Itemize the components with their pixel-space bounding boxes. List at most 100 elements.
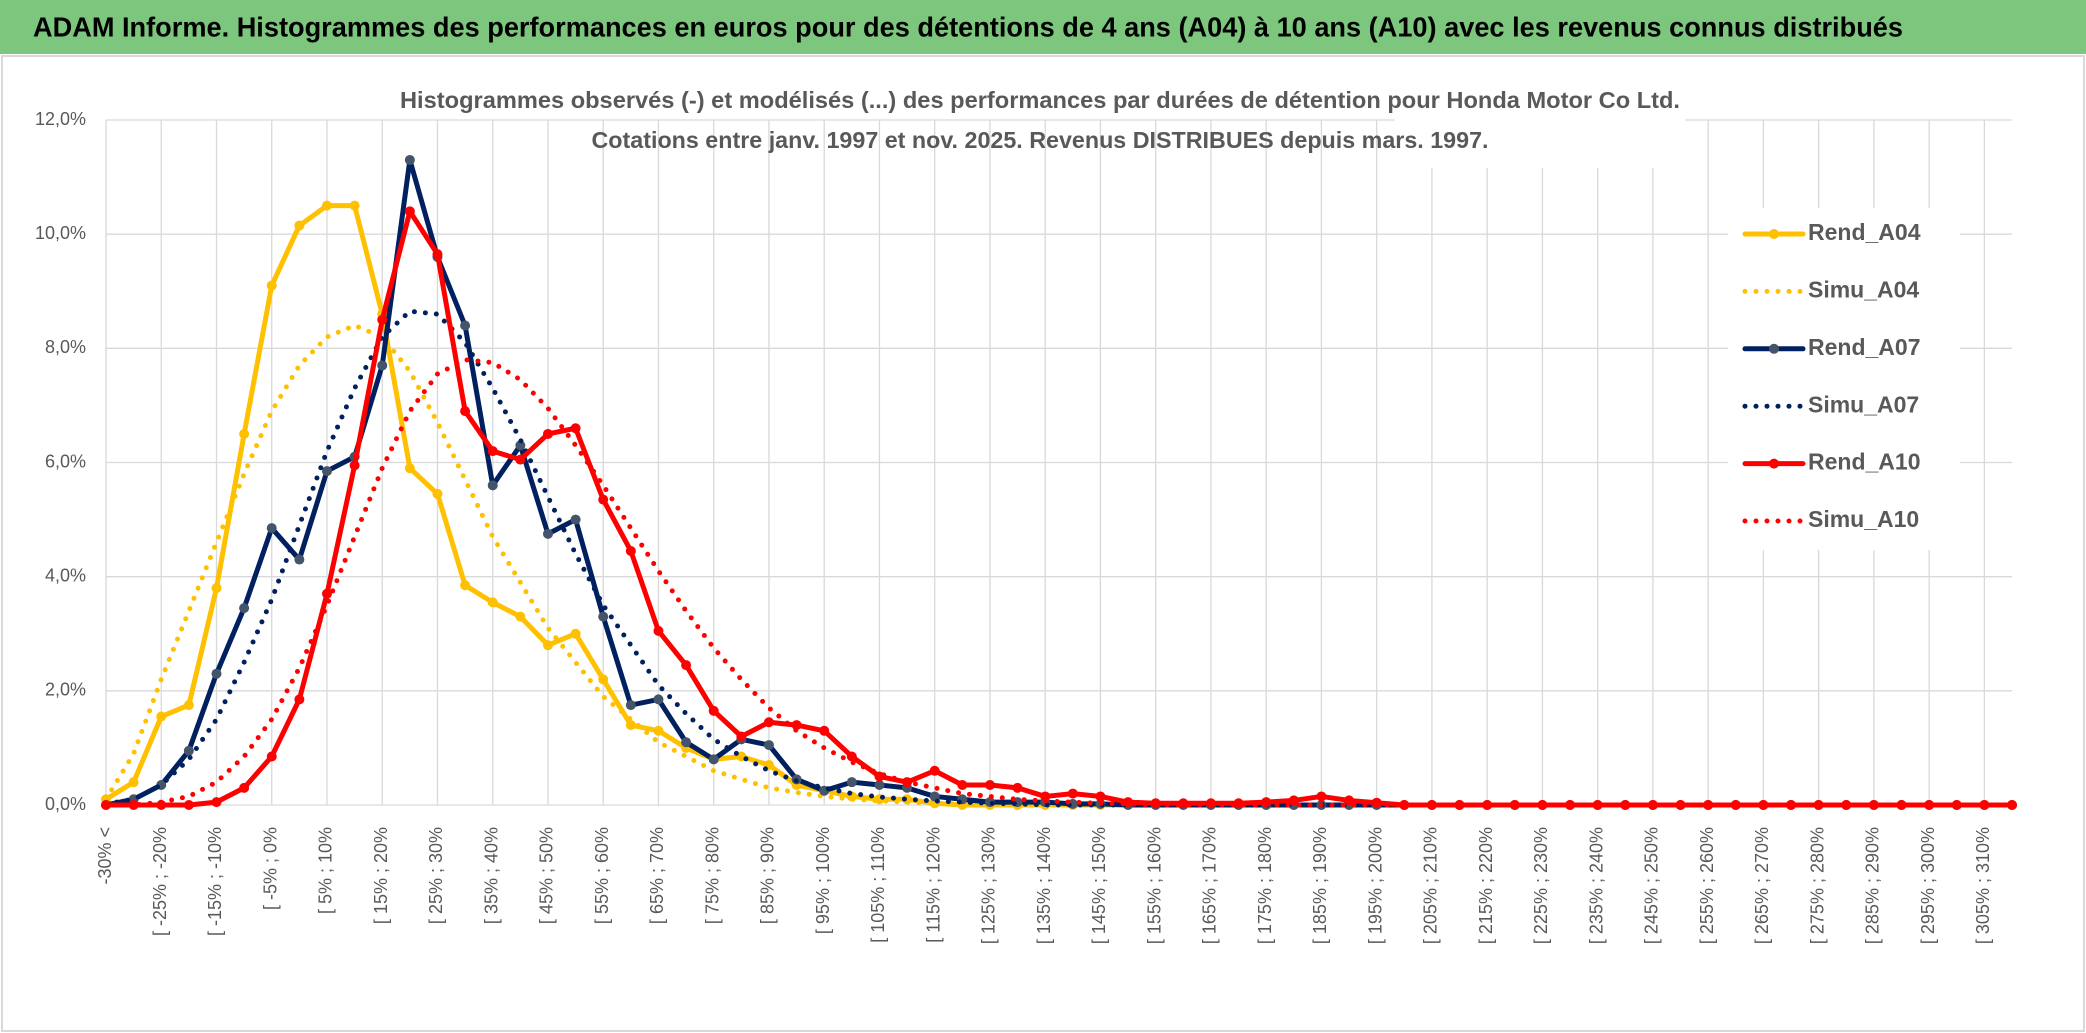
x-tick-label: [ 75% ; 80% — [702, 827, 722, 924]
data-point — [515, 454, 526, 465]
data-point — [1868, 800, 1879, 810]
data-point — [653, 694, 664, 705]
data-point — [984, 780, 995, 791]
data-point — [128, 800, 139, 810]
data-point — [570, 628, 581, 639]
legend-label: Simu_A07 — [1808, 391, 1919, 417]
chart-border — [1, 55, 2085, 1032]
x-tick-label: [ 235% ; 240% — [1586, 827, 1606, 944]
data-point — [1316, 791, 1327, 802]
data-point — [377, 314, 388, 325]
data-point — [708, 705, 719, 716]
x-tick-label: [ -25% ; -20% — [150, 827, 170, 936]
data-point — [598, 494, 609, 505]
legend-marker — [1769, 458, 1779, 469]
data-point — [570, 514, 581, 525]
x-tick-label: [ 255% ; 260% — [1697, 827, 1717, 944]
data-point — [349, 200, 360, 211]
x-tick-label: [ 245% ; 250% — [1642, 827, 1662, 944]
data-point — [846, 751, 857, 762]
legend-label: Simu_A04 — [1808, 276, 1919, 302]
data-point — [625, 700, 636, 711]
legend-label: Simu_A10 — [1808, 506, 1919, 532]
data-point — [708, 754, 719, 765]
data-point — [294, 694, 305, 705]
data-point — [598, 674, 609, 685]
data-point — [487, 597, 498, 608]
data-point — [819, 725, 830, 736]
y-tick-label: 2,0% — [45, 680, 86, 700]
header-bar — [0, 0, 2086, 54]
data-point — [404, 154, 415, 165]
data-point — [681, 660, 692, 671]
data-point — [653, 725, 664, 736]
data-point — [1012, 782, 1023, 793]
data-point — [1841, 800, 1852, 810]
data-point — [1675, 800, 1686, 810]
data-point — [542, 528, 553, 539]
data-point — [653, 625, 664, 636]
data-point — [432, 249, 443, 260]
data-point — [1509, 800, 1520, 810]
y-tick-label: 10,0% — [35, 223, 86, 243]
data-point — [1123, 797, 1134, 808]
legend-marker — [1769, 343, 1779, 354]
data-point — [1924, 800, 1935, 810]
data-point — [211, 668, 222, 679]
legend-label: Rend_A10 — [1808, 449, 1920, 475]
x-tick-label: -30% < — [95, 827, 115, 885]
series-line — [103, 323, 2015, 808]
data-point — [239, 603, 250, 614]
data-point — [791, 720, 802, 731]
data-point — [239, 782, 250, 793]
data-point — [763, 740, 774, 751]
x-tick-label: [ 55% ; 60% — [592, 827, 612, 924]
y-tick-label: 12,0% — [35, 109, 86, 129]
data-point — [1178, 798, 1189, 809]
x-tick-label: [ 225% ; 230% — [1531, 827, 1551, 944]
data-point — [598, 611, 609, 622]
data-point — [294, 554, 305, 565]
data-point — [432, 488, 443, 499]
data-point — [183, 745, 194, 756]
data-point — [736, 731, 747, 742]
x-tick-label: [ 155% ; 160% — [1144, 827, 1164, 944]
data-point — [487, 480, 498, 491]
legend-background — [1728, 208, 1960, 550]
x-tick-label: [ 275% ; 280% — [1807, 827, 1827, 944]
data-point — [1813, 800, 1824, 810]
plot-area: -30% < [ -25% ; -20% [ -15% ; -10% [ -5% ; … — [35, 109, 2017, 944]
series-line — [103, 357, 2015, 808]
data-point — [542, 428, 553, 439]
chart-subtitle: Cotations entre janv. 1997 et nov. 2025.… — [592, 127, 1489, 153]
data-point — [1979, 800, 1990, 810]
x-tick-label: [ 135% ; 140% — [1034, 827, 1054, 944]
data-point — [874, 780, 885, 791]
x-tick-label: [ 215% ; 220% — [1476, 827, 1496, 944]
legend: Rend_A04 Simu_A04 Rend_A07 Simu_A07 Rend_A10… — [1728, 208, 1960, 550]
x-tick-label: [ 165% ; 170% — [1200, 827, 1220, 944]
x-tick-label: [ 105% ; 110% — [868, 827, 888, 943]
y-tick-label: 4,0% — [45, 565, 86, 585]
data-point — [681, 737, 692, 748]
x-tick-label: [ 35% ; 40% — [481, 827, 501, 924]
data-point — [349, 460, 360, 471]
data-point — [763, 717, 774, 728]
x-tick-label: [ 15% ; 20% — [371, 827, 391, 924]
x-tick-label: [ 85% ; 90% — [758, 827, 778, 924]
x-tick-label: [ 145% ; 150% — [1089, 827, 1109, 944]
data-point — [1399, 800, 1410, 810]
y-tick-label: 0,0% — [45, 794, 86, 814]
data-point — [1288, 795, 1299, 806]
data-point — [321, 200, 332, 211]
data-point — [211, 583, 222, 594]
x-tick-label: [ 295% ; 300% — [1918, 827, 1938, 944]
data-point — [377, 360, 388, 371]
x-tick-label: [ -15% ; -10% — [205, 827, 225, 936]
data-point — [929, 765, 940, 776]
x-tick-label: [ 45% ; 50% — [537, 827, 557, 924]
title-background — [1395, 88, 1685, 168]
chart-title: Histogrammes observés (-) et modélisés (… — [400, 87, 1680, 113]
x-tick-label: [ 205% ; 210% — [1421, 827, 1441, 944]
